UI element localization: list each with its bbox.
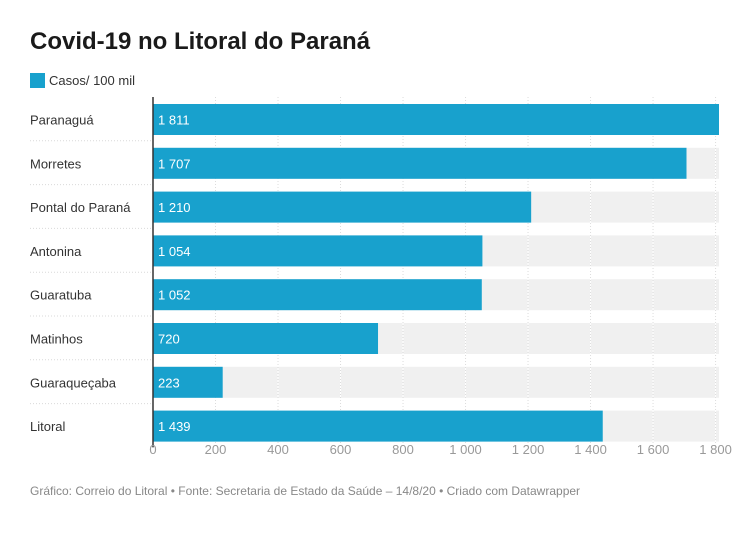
category-label: Matinhos — [30, 332, 83, 347]
bar — [153, 104, 719, 135]
value-label: 1 054 — [158, 244, 191, 259]
category-label: Paranaguá — [30, 113, 94, 128]
category-label: Antonina — [30, 244, 82, 259]
bar — [153, 410, 603, 442]
x-tick-label: 1 600 — [637, 442, 670, 457]
bar-chart: Paranaguá 1 811 Morretes 1 707 Pontal do Par… — [30, 97, 732, 457]
x-tick-label: 1 200 — [512, 442, 545, 457]
bar-track — [153, 366, 719, 398]
bar — [153, 366, 223, 398]
bar — [153, 279, 482, 311]
x-tick-label: 1 800 — [699, 442, 732, 457]
value-label: 1 052 — [158, 288, 191, 303]
x-tick-label: 0 — [149, 442, 156, 457]
source-footer: Gráfico: Correio do Litoral • Fonte: Sec… — [30, 484, 581, 498]
value-label: 1 707 — [158, 156, 191, 171]
x-tick-label: 600 — [330, 442, 352, 457]
legend-label: Casos/ 100 mil — [49, 72, 135, 88]
value-label: 1 811 — [158, 113, 190, 128]
chart-title: Covid-19 no Litoral do Paraná — [30, 28, 371, 55]
category-label: Guaratuba — [30, 288, 92, 303]
x-tick-label: 200 — [205, 442, 227, 457]
value-label: 1 210 — [158, 200, 191, 215]
x-tick-label: 400 — [267, 442, 289, 457]
bar — [153, 147, 687, 179]
bar — [153, 191, 532, 223]
x-tick-label: 1 400 — [574, 442, 607, 457]
legend: Casos/ 100 mil — [30, 72, 135, 88]
legend-swatch — [30, 72, 45, 88]
value-label: 1 439 — [158, 419, 191, 434]
category-label: Litoral — [30, 419, 66, 434]
bar — [153, 323, 379, 354]
category-label: Morretes — [30, 156, 82, 171]
value-label: 223 — [158, 375, 180, 390]
bar — [153, 235, 483, 267]
category-label: Guaraqueçaba — [30, 375, 117, 390]
category-label: Pontal do Paraná — [30, 200, 131, 215]
x-tick-label: 800 — [392, 442, 414, 457]
x-tick-label: 1 000 — [449, 442, 482, 457]
value-label: 720 — [158, 332, 180, 347]
